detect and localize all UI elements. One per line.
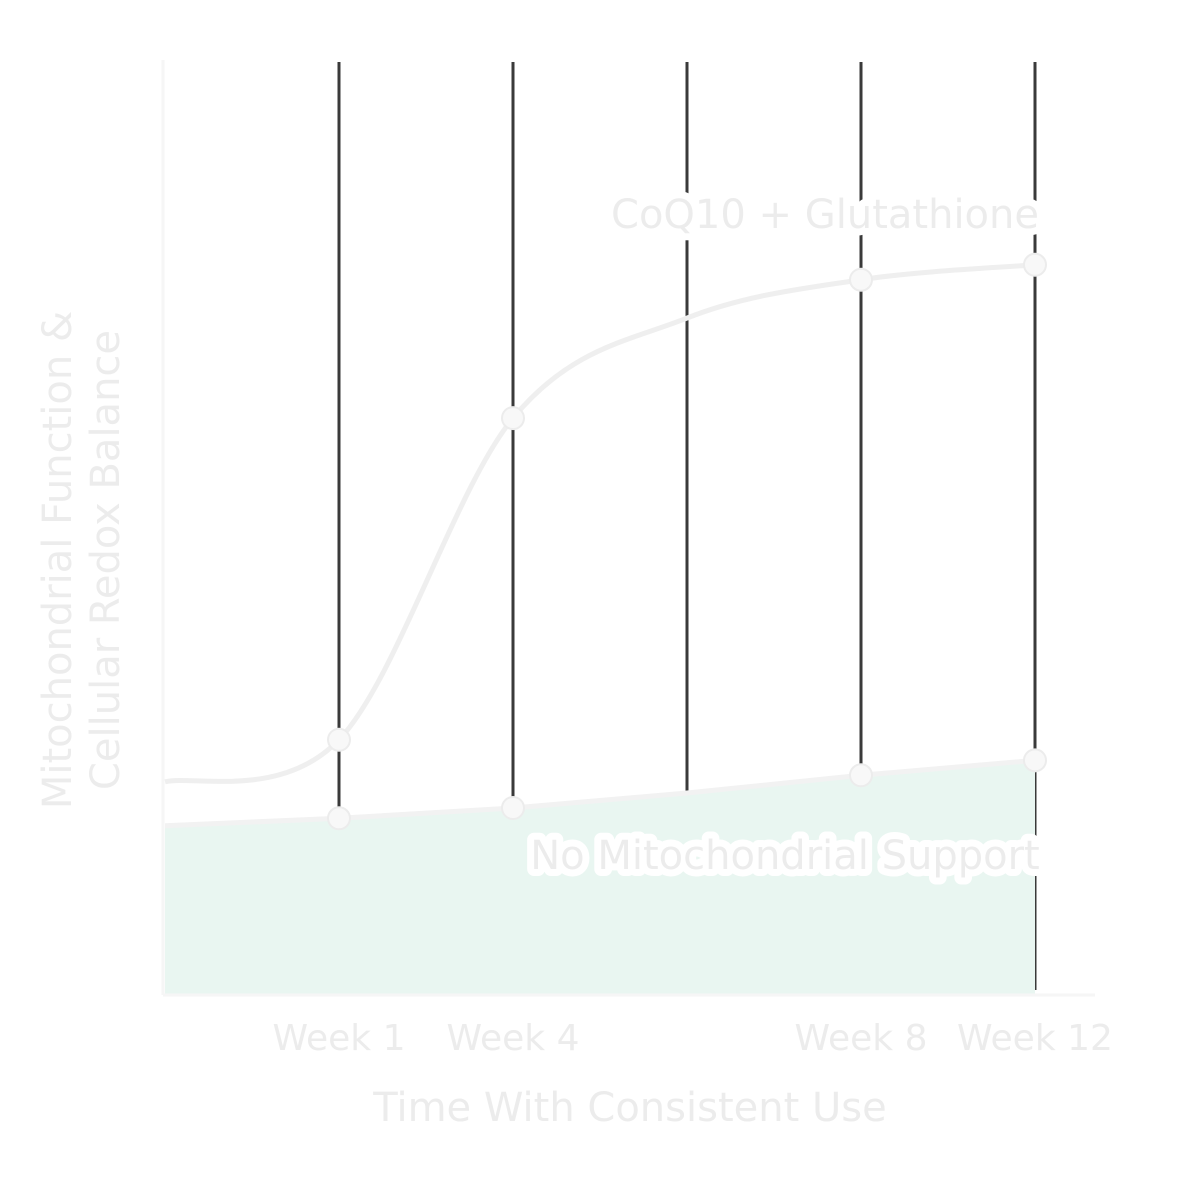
x-tick-label: Week 8 — [795, 1018, 928, 1059]
point — [501, 796, 525, 820]
x-tick-label: Week 1 — [273, 1018, 406, 1059]
labels: Week 1 Week 4 Week 8 Week 12 CoQ10 + Glutath… — [266, 185, 1120, 1066]
area — [165, 760, 1035, 995]
point — [849, 267, 873, 292]
point — [1023, 748, 1047, 773]
series-line — [164, 757, 1036, 829]
series-label: No Mitochondrial Support — [530, 833, 1039, 879]
point — [501, 406, 525, 431]
point — [1023, 252, 1047, 277]
point — [327, 806, 351, 831]
x-tick-label: Week 4 — [447, 1018, 580, 1059]
x-tick-label: Week 12 — [957, 1018, 1113, 1059]
x-axis-title: Time With Consistent Use — [372, 1085, 886, 1131]
series-line — [164, 262, 1036, 785]
point — [327, 727, 351, 752]
y-axis-title: Cellular Redox Balance — [83, 330, 129, 790]
series-label: CoQ10 + Glutathione — [611, 192, 1039, 238]
point — [849, 763, 873, 788]
plot — [164, 252, 1047, 995]
y-axis-title: Mitochondrial Function & — [35, 311, 81, 809]
